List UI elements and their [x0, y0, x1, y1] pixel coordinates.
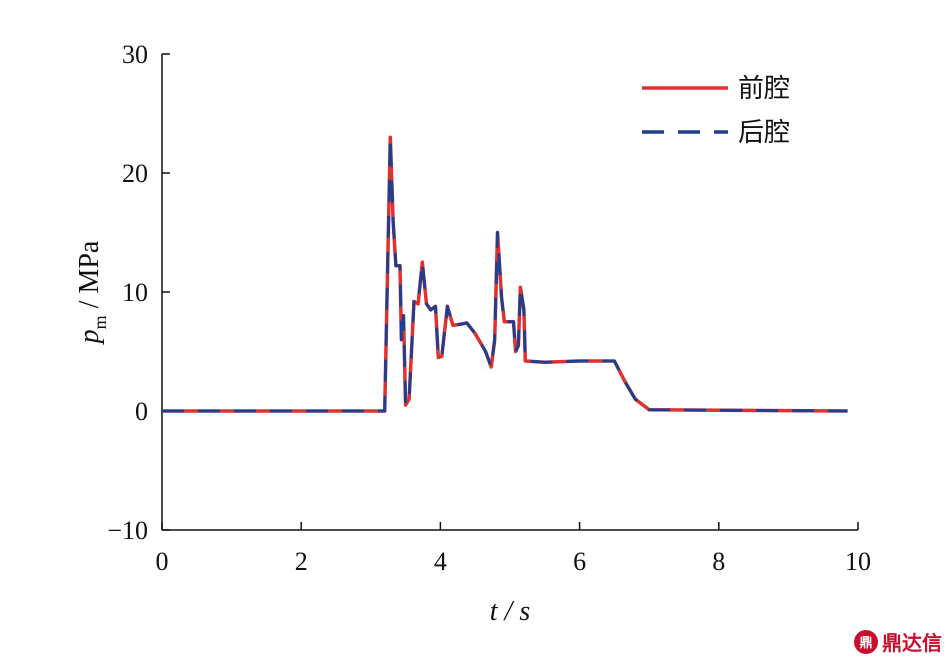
legend-label-2: 后腔 [738, 118, 790, 148]
x-tick-label: 6 [573, 547, 586, 576]
watermark-text: 鼎达信 [882, 631, 942, 655]
watermark: 鼎 鼎达信 [854, 627, 942, 656]
plot-area [162, 135, 848, 413]
y-tick-label: 0 [135, 397, 148, 426]
x-tick-label: 0 [156, 547, 169, 576]
y-tick-label: −10 [107, 516, 148, 545]
series-line-1 [162, 135, 848, 413]
y-axis-symbol: p [74, 329, 105, 345]
x-tick-label: 2 [295, 547, 308, 576]
y-axis-unit: / MPa [74, 240, 105, 315]
watermark-logo-icon: 鼎 [854, 629, 878, 654]
axes: 0 2 4 6 8 10 −10 0 10 20 30 [107, 40, 871, 576]
x-axis-title: t / s [490, 596, 531, 627]
x-tick-label: 8 [712, 547, 725, 576]
legend-label-1: 前腔 [738, 74, 790, 104]
y-axis-title-text: pm / MPa [74, 240, 110, 345]
x-tick-label: 10 [845, 547, 871, 576]
y-axis-title: pm / MPa [74, 240, 110, 345]
series-line-2 [162, 135, 848, 413]
y-tick-label: 30 [122, 40, 148, 69]
x-tick-label: 4 [434, 547, 447, 576]
y-axis-subscript: m [90, 315, 110, 329]
y-tick-label: 10 [122, 278, 148, 307]
y-tick-label: 20 [122, 159, 148, 188]
